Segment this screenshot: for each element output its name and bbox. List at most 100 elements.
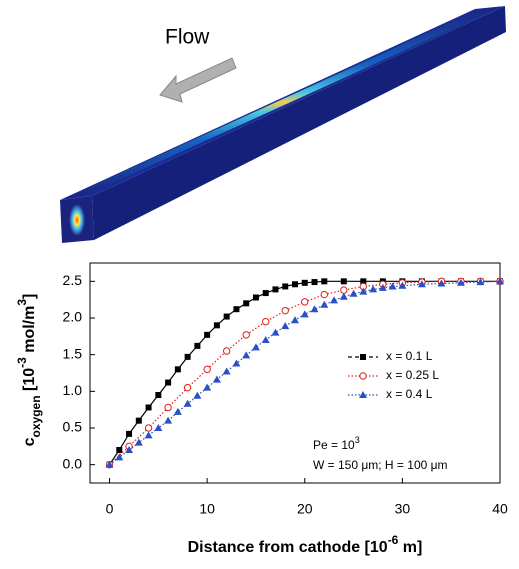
marker [369,285,378,293]
legend-marker [360,354,366,360]
marker [339,292,348,300]
marker [292,281,298,288]
y-tick-label: 1.0 [63,382,83,398]
marker [155,392,162,398]
marker [417,280,426,288]
y-axis-label-part: oxygen [29,395,43,437]
marker [321,278,328,285]
marker [204,331,211,338]
marker [193,391,202,399]
y-tick-label: 1.5 [63,345,83,361]
x-tick-label: 30 [395,501,411,517]
marker [183,399,192,407]
marker [184,353,191,360]
x-tick-label: 40 [492,501,508,517]
marker [398,281,407,289]
marker [183,383,192,392]
plot-frame [89,262,501,484]
y-axis-label-part: mol/m [21,306,38,358]
y-tick-label: 0.5 [63,419,83,435]
y-tick-label: 0.0 [63,455,83,471]
marker [320,300,329,308]
marker [115,453,124,461]
legend-label: x = 0.4 L [386,387,433,401]
marker [281,306,289,315]
marker [232,359,241,367]
marker [134,438,143,446]
x-axis-label-part: m] [398,539,422,556]
marker [262,290,269,297]
marker [242,351,251,359]
marker [135,417,142,424]
marker [349,289,358,297]
marker [164,403,172,412]
channel-render [60,6,506,243]
marker [340,278,347,285]
marker [311,279,318,286]
x-tick-label: 0 [106,501,114,517]
legend-label: x = 0.25 L [386,368,439,382]
marker [291,316,299,324]
series-line [109,280,500,466]
x-axis-label-part: Distance from cathode [10 [188,539,388,556]
marker [261,336,270,343]
legend-marker [359,372,367,380]
marker [437,279,446,287]
annotation-part: Pe = 10 [313,438,355,452]
marker [116,447,123,453]
annotation-part: 3 [355,435,360,445]
flow-label: Flow [165,26,210,49]
marker [203,383,212,391]
marker [251,343,260,351]
marker [496,277,504,285]
marker [320,290,328,299]
marker [173,407,182,415]
marker [203,365,211,374]
marker [212,375,221,383]
y-tick-label: 2.5 [63,272,83,288]
marker [301,298,309,306]
marker [174,366,181,373]
marker [223,313,230,320]
marker [388,282,397,290]
series-line [109,280,500,465]
y-axis-label-part: [10 [21,368,38,396]
x-tick-label: 20 [297,501,313,517]
y-axis-label-part: ] [21,294,38,299]
marker [233,306,240,313]
chart: 0 10 20 30 40 0.0 0.5 1.0 1.5 2.0 2.5 Distance from… [15,262,508,556]
marker [144,424,153,432]
marker [164,416,173,424]
marker [301,279,308,286]
marker [213,322,220,329]
annotation: Pe = 103 [313,435,360,452]
marker [252,294,259,301]
marker [222,367,231,375]
marker [282,283,289,290]
flow-arrow [159,57,237,103]
x-axis-label: Distance from cathode [10-6 m] [188,533,423,556]
marker [360,278,367,285]
marker [194,342,201,349]
marker [310,305,319,313]
x-axis-label-part: -6 [388,533,399,547]
legend-marker [359,391,367,398]
y-axis-label: coxygen [10-3 mol/m3] [15,294,43,447]
marker [272,286,279,293]
marker [281,322,290,330]
marker [126,430,133,437]
marker [222,347,231,355]
marker [456,278,465,286]
marker [340,286,348,294]
marker [330,296,339,304]
annotation: W = 150 μm; H = 100 μm [313,458,448,472]
x-tick-label: 10 [199,501,215,517]
marker [242,331,250,339]
marker [154,424,163,431]
marker [300,310,309,318]
marker [262,317,270,326]
marker [378,283,387,291]
marker [145,404,152,411]
y-axis-label-part: 3 [15,299,29,306]
